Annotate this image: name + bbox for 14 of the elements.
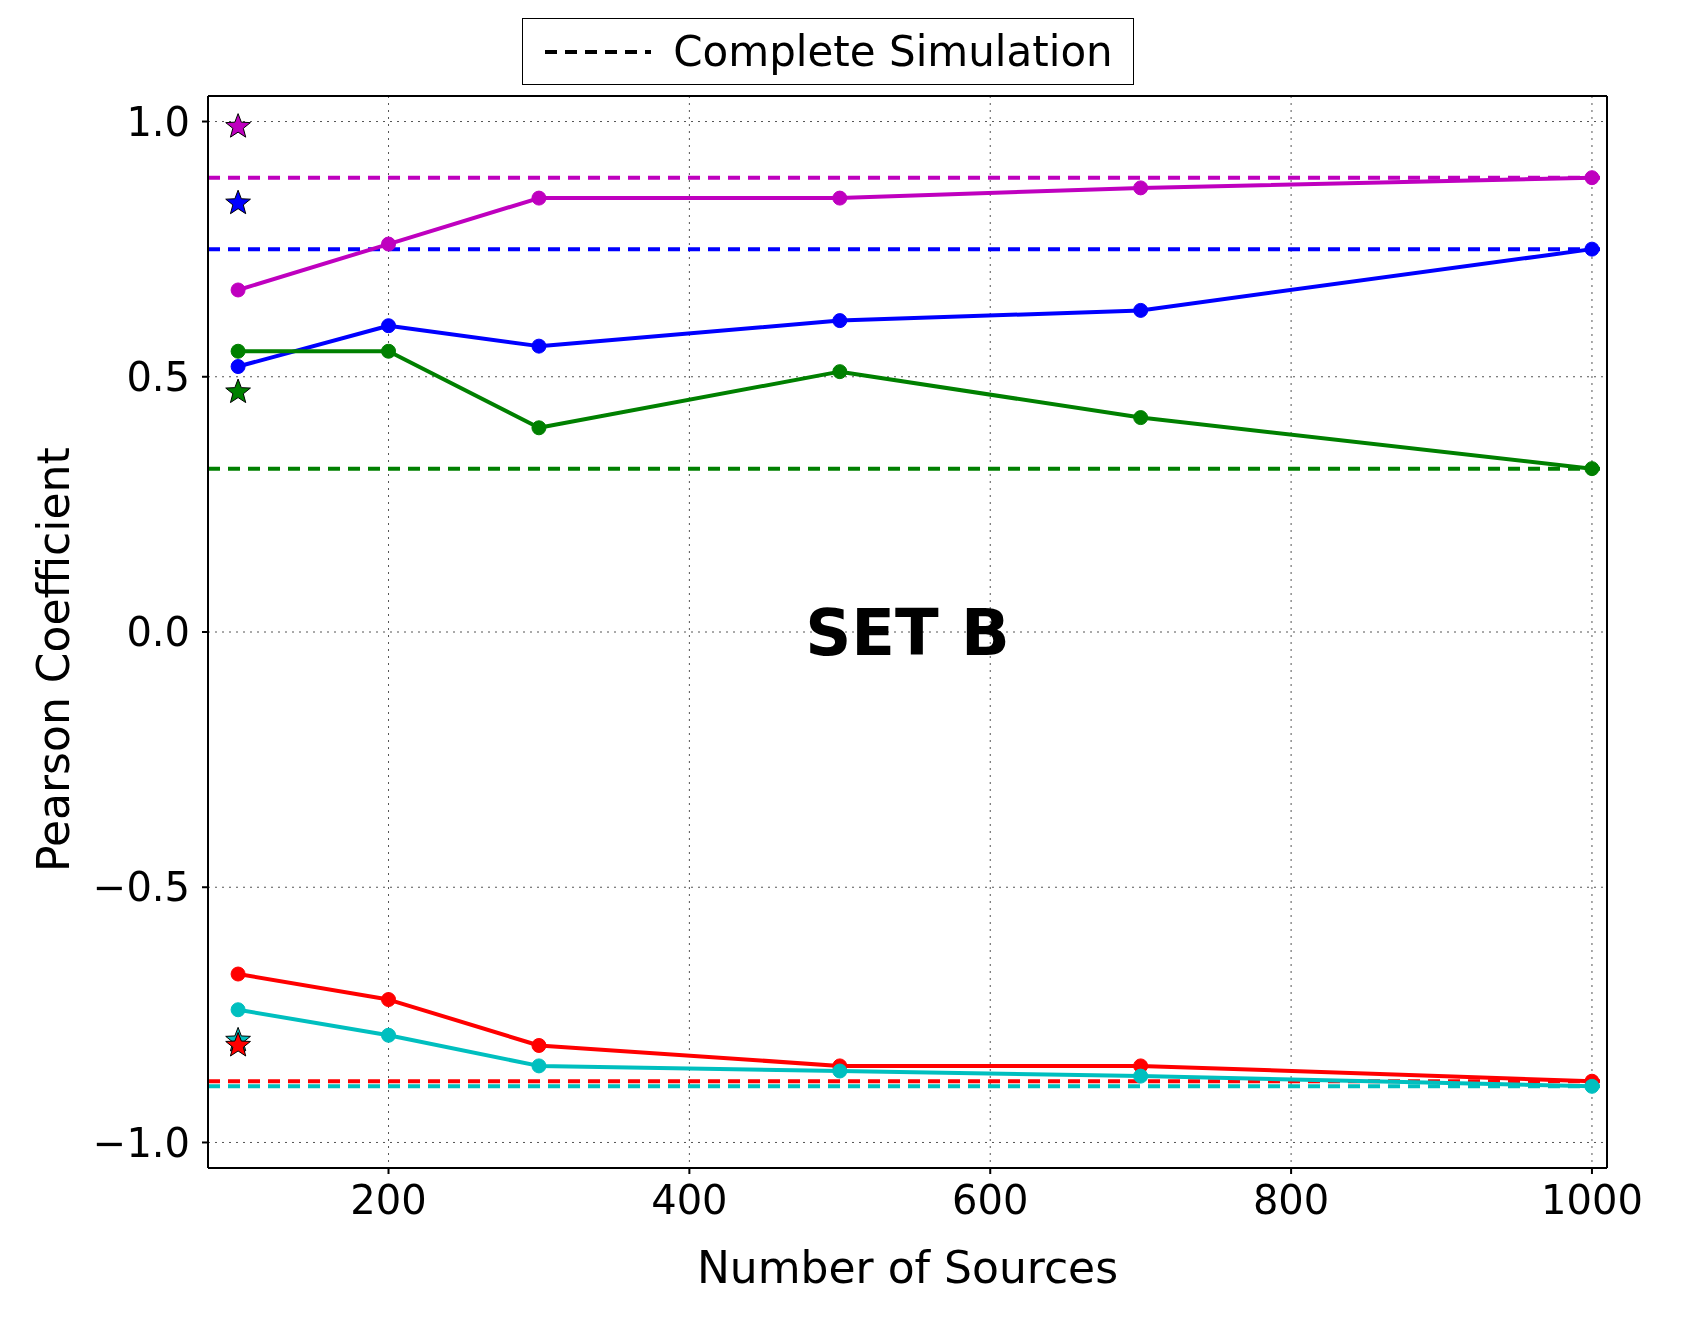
y-axis-title: Pearson Coefficient	[27, 447, 79, 872]
y-tick-label: −0.5	[92, 864, 190, 911]
y-tick-label: 0.5	[126, 353, 190, 400]
x-tick-label: 600	[952, 1177, 1029, 1224]
x-axis-title: Number of Sources	[696, 1242, 1119, 1293]
x-tick-label: 800	[1252, 1177, 1330, 1224]
x-tick-label: 400	[651, 1177, 728, 1224]
y-tick-label: −1.0	[92, 1119, 190, 1166]
x-tick-label: 1000	[1541, 1177, 1643, 1224]
y-tick-label: 0.0	[126, 609, 190, 656]
y-tick-label: 1.0	[126, 98, 190, 145]
annotation: SET B	[805, 595, 1010, 670]
legend-label: Complete Simulation	[673, 27, 1113, 76]
x-tick-label: 200	[350, 1177, 427, 1224]
